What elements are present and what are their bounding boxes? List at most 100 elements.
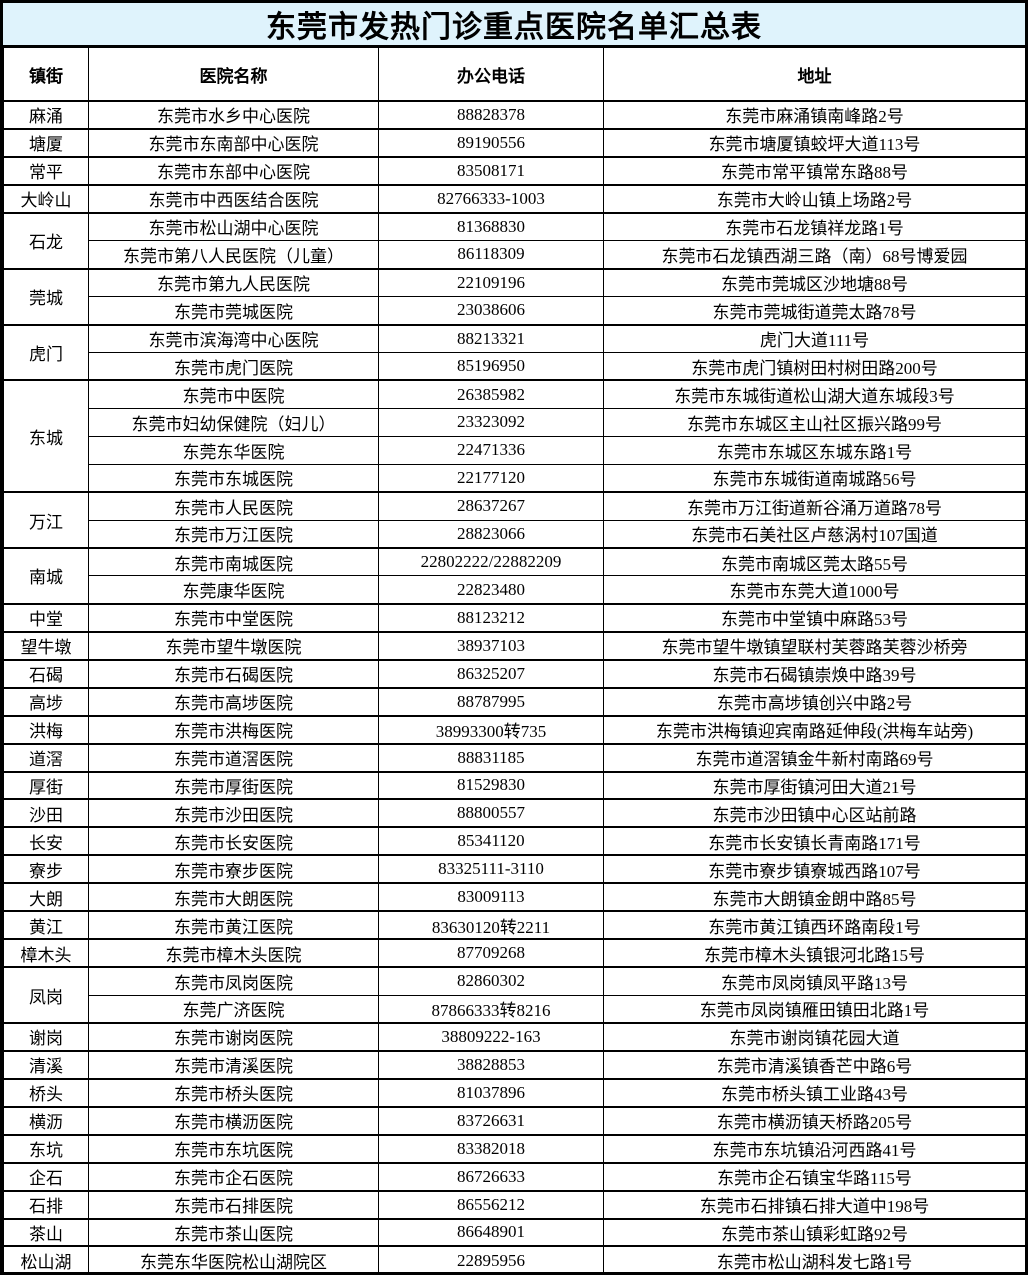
phone-cell: 81368830 xyxy=(378,211,604,242)
town-cell: 常平 xyxy=(3,155,89,186)
table-row: 高埗 东莞市高埗医院 88787995 东莞市高埗镇创兴中路2号 xyxy=(3,686,1025,717)
address-cell: 东莞市凤岗镇雁田镇田北路1号 xyxy=(603,994,1025,1024)
address-cell: 东莞市石碣镇崇焕中路39号 xyxy=(603,658,1025,689)
town-cell: 莞城 xyxy=(3,267,89,325)
table-row: 万江 东莞市人民医院 28637267 东莞市万江街道新谷涌万道路78号 xyxy=(3,491,1025,549)
address-cell: 东莞市高埗镇创兴中路2号 xyxy=(603,686,1025,717)
hospital-name-cell: 东莞市大朗医院 xyxy=(88,882,379,912)
hospital-name-cell: 东莞市滨海湾中心医院 xyxy=(88,323,379,353)
address-cell: 东莞市茶山镇彩虹路92号 xyxy=(603,1217,1025,1247)
hospital-name-cell: 东莞市东南部中心医院 xyxy=(88,127,379,158)
town-cell: 望牛墩 xyxy=(3,630,89,661)
phone-cell: 22895956 xyxy=(378,1245,604,1272)
column-header-town: 镇街 xyxy=(3,47,89,102)
phone-cell: 38809222-163 xyxy=(378,1021,604,1052)
phone-cell: 88831185 xyxy=(378,742,604,772)
town-cell: 石排 xyxy=(3,1189,89,1219)
address-cell: 东莞市谢岗镇花园大道 xyxy=(603,1021,1025,1052)
town-cell: 松山湖 xyxy=(3,1245,89,1272)
town-cell: 麻涌 xyxy=(3,100,89,130)
hospital-name-cell: 东莞市厚街医院 xyxy=(88,770,379,800)
hospital-name-cell: 东莞市道滘医院 xyxy=(88,742,379,772)
town-cell: 大岭山 xyxy=(3,183,89,214)
table-row: 东莞市万江医院 28823066 东莞市石美社区卢慈涡村107国道 xyxy=(4,519,1025,549)
table-row: 中堂 东莞市中堂医院 88123212 东莞市中堂镇中麻路53号 xyxy=(3,602,1025,633)
phone-cell: 22109196 xyxy=(378,267,604,298)
table-row: 麻涌 东莞市水乡中心医院 88828378 东莞市麻涌镇南峰路2号 xyxy=(3,100,1025,130)
hospital-table: 镇街 医院名称 办公电话 地址 麻涌 东莞市水乡中心医院 88828378 东莞市麻涌… xyxy=(3,47,1025,1272)
table-row: 樟木头 东莞市樟木头医院 87709268 东莞市樟木头镇银河北路15号 xyxy=(3,938,1025,968)
hospital-name-cell: 东莞市第八人民医院（儿童） xyxy=(88,240,379,270)
address-cell: 东莞市石龙镇西湖三路（南）68号博爱园 xyxy=(603,240,1025,270)
phone-cell: 83630120转2211 xyxy=(378,910,604,940)
hospital-name-cell: 东莞市桥头医院 xyxy=(88,1077,379,1108)
address-cell: 东莞市东坑镇沿河西路41号 xyxy=(603,1133,1025,1164)
table-row: 洪梅 东莞市洪梅医院 38993300转735 东莞市洪梅镇迎宾南路延伸段(洪梅车站旁… xyxy=(3,714,1025,745)
header-row: 镇街 医院名称 办公电话 地址 xyxy=(3,47,1025,102)
hospital-name-cell: 东莞市清溪医院 xyxy=(88,1049,379,1080)
hospital-name-cell: 东莞康华医院 xyxy=(88,575,379,605)
hospital-name-cell: 东莞市横沥医院 xyxy=(88,1105,379,1136)
hospital-name-cell: 东莞市茶山医院 xyxy=(88,1217,379,1247)
town-cell: 企石 xyxy=(3,1161,89,1192)
hospital-name-cell: 东莞东华医院松山湖院区 xyxy=(88,1245,379,1272)
phone-cell: 86556212 xyxy=(378,1189,604,1219)
table-row: 望牛墩 东莞市望牛墩医院 38937103 东莞市望牛墩镇望联村芙蓉路芙蓉沙桥旁 xyxy=(3,630,1025,661)
hospital-name-cell: 东莞市望牛墩医院 xyxy=(88,630,379,661)
phone-cell: 83325111-3110 xyxy=(378,854,604,884)
table-header: 镇街 医院名称 办公电话 地址 xyxy=(3,47,1025,102)
address-cell: 东莞市松山湖科发七路1号 xyxy=(603,1245,1025,1272)
town-cell: 樟木头 xyxy=(3,938,89,968)
address-cell: 东莞市凤岗镇凤平路13号 xyxy=(603,966,1025,996)
hospital-name-cell: 东莞市洪梅医院 xyxy=(88,714,379,745)
table-row: 常平 东莞市东部中心医院 83508171 东莞市常平镇常东路88号 xyxy=(3,155,1025,186)
phone-cell: 28823066 xyxy=(378,519,604,549)
table-row: 东莞市妇幼保健院（妇儿） 23323092 东莞市东城区主山社区振兴路99号 xyxy=(4,407,1025,437)
phone-cell: 86726633 xyxy=(378,1161,604,1192)
address-cell: 东莞市石美社区卢慈涡村107国道 xyxy=(603,519,1025,549)
phone-cell: 38828853 xyxy=(378,1049,604,1080)
address-cell: 虎门大道111号 xyxy=(603,323,1025,353)
phone-cell: 22823480 xyxy=(378,575,604,605)
table-row: 东莞东华医院 22471336 东莞市东城区东城东路1号 xyxy=(4,435,1025,465)
hospital-name-cell: 东莞市水乡中心医院 xyxy=(88,100,379,130)
phone-cell: 86648901 xyxy=(378,1217,604,1247)
hospital-name-cell: 东莞市松山湖中心医院 xyxy=(88,211,379,242)
phone-cell: 38937103 xyxy=(378,630,604,661)
phone-cell: 28637267 xyxy=(378,491,604,521)
table-row: 桥头 东莞市桥头医院 81037896 东莞市桥头镇工业路43号 xyxy=(3,1077,1025,1108)
table-row: 横沥 东莞市横沥医院 83726631 东莞市横沥镇天桥路205号 xyxy=(3,1105,1025,1136)
table-row: 东莞广济医院 87866333转8216 东莞市凤岗镇雁田镇田北路1号 xyxy=(4,994,1025,1024)
address-cell: 东莞市东莞大道1000号 xyxy=(603,575,1025,605)
table-row: 石排 东莞市石排医院 86556212 东莞市石排镇石排大道中198号 xyxy=(3,1189,1025,1219)
address-cell: 东莞市洪梅镇迎宾南路延伸段(洪梅车站旁) xyxy=(603,714,1025,745)
phone-cell: 85196950 xyxy=(378,351,604,381)
address-cell: 东莞市塘厦镇蛟坪大道113号 xyxy=(603,127,1025,158)
town-cell: 沙田 xyxy=(3,798,89,828)
address-cell: 东莞市大朗镇金朗中路85号 xyxy=(603,882,1025,912)
address-cell: 东莞市寮步镇寮城西路107号 xyxy=(603,854,1025,884)
town-cell: 塘厦 xyxy=(3,127,89,158)
table-row: 谢岗 东莞市谢岗医院 38809222-163 东莞市谢岗镇花园大道 xyxy=(3,1021,1025,1052)
hospital-name-cell: 东莞市第九人民医院 xyxy=(88,267,379,298)
address-cell: 东莞市长安镇长青南路171号 xyxy=(603,826,1025,856)
table-row: 寮步 东莞市寮步医院 83325111-3110 东莞市寮步镇寮城西路107号 xyxy=(3,854,1025,884)
hospital-name-cell: 东莞市中西医结合医院 xyxy=(88,183,379,214)
table-row: 松山湖 东莞东华医院松山湖院区 22895956 东莞市松山湖科发七路1号 xyxy=(3,1245,1025,1272)
address-cell: 东莞市桥头镇工业路43号 xyxy=(603,1077,1025,1108)
town-cell: 寮步 xyxy=(3,854,89,884)
phone-cell: 88213321 xyxy=(378,323,604,353)
table-row: 石龙 东莞市松山湖中心医院 81368830 东莞市石龙镇祥龙路1号 xyxy=(3,211,1025,270)
hospital-name-cell: 东莞市东坑医院 xyxy=(88,1133,379,1164)
table-row: 东坑 东莞市东坑医院 83382018 东莞市东坑镇沿河西路41号 xyxy=(3,1133,1025,1164)
hospital-name-cell: 东莞市石排医院 xyxy=(88,1189,379,1219)
phone-cell: 22802222/22882209 xyxy=(378,547,604,577)
phone-cell: 83382018 xyxy=(378,1133,604,1164)
town-cell: 中堂 xyxy=(3,602,89,633)
address-cell: 东莞市黄江镇西环路南段1号 xyxy=(603,910,1025,940)
phone-cell: 87709268 xyxy=(378,938,604,968)
address-cell: 东莞市东城区主山社区振兴路99号 xyxy=(603,407,1025,437)
hospital-name-cell: 东莞市莞城医院 xyxy=(88,296,379,325)
table-row: 莞城 东莞市第九人民医院 22109196 东莞市莞城区沙地塘88号 xyxy=(3,267,1025,325)
